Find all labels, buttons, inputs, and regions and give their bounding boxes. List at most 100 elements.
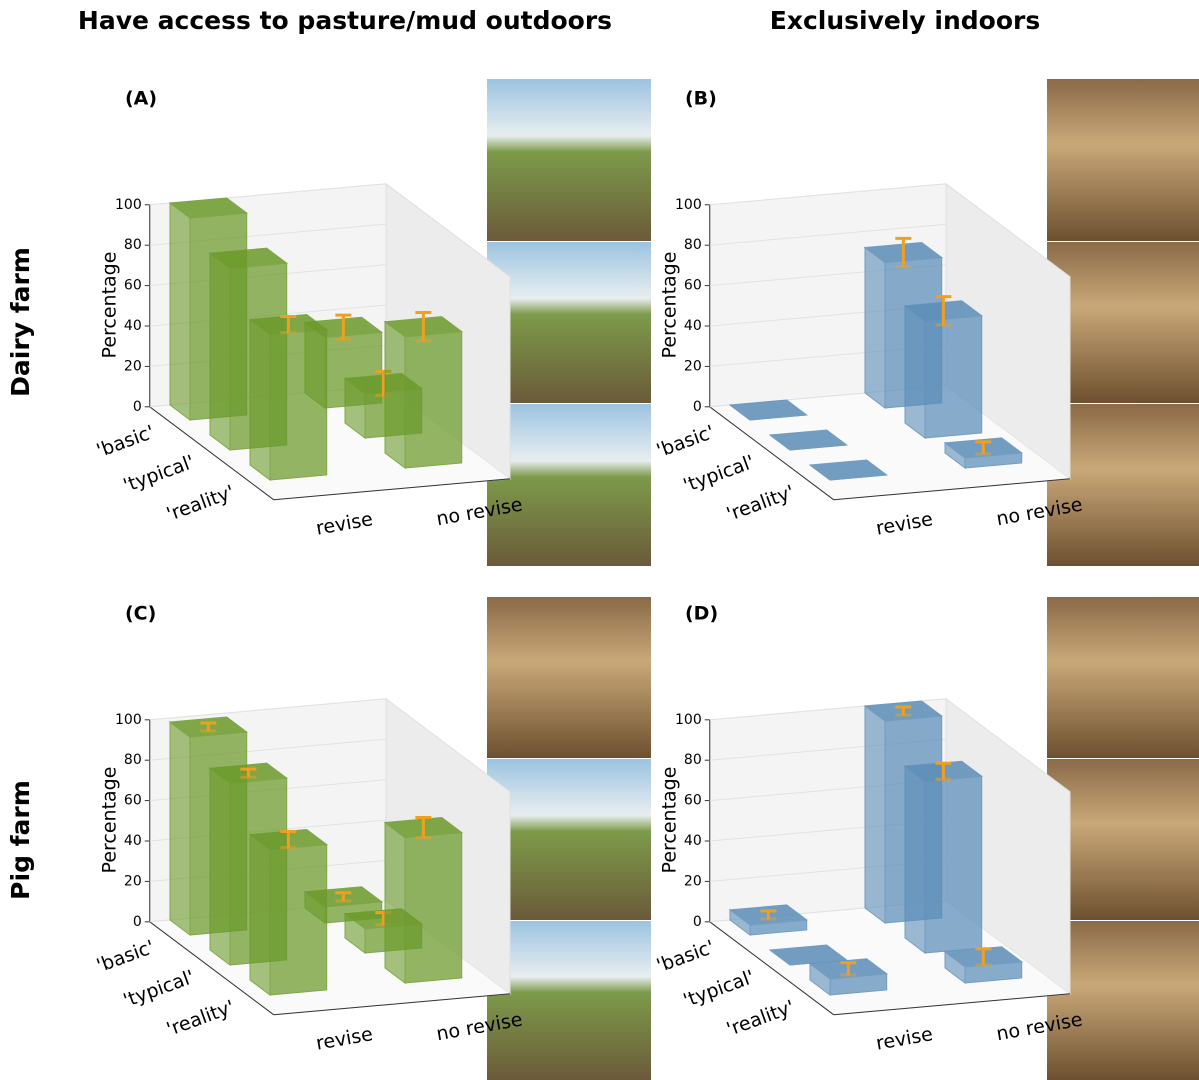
x-tick-label: revise: [874, 508, 934, 540]
photo: [487, 79, 651, 241]
depth-label: 'basic': [654, 421, 718, 462]
bar: [383, 316, 464, 469]
error-bar: [335, 891, 352, 903]
bar-side: [384, 821, 406, 984]
depth-label: 'reality': [164, 481, 238, 526]
grid-line: [709, 223, 947, 246]
z-tick-label: 60: [684, 793, 702, 809]
bar-side: [209, 252, 231, 451]
bar-side: [169, 721, 191, 936]
error-bar: [975, 440, 992, 456]
depth-label: 'typical': [680, 451, 757, 497]
photo: [1047, 242, 1199, 403]
bar-top: [768, 944, 849, 966]
panel-label: (B): [685, 88, 717, 110]
x-tick-label: revise: [314, 1023, 374, 1055]
depth-label: 'basic': [654, 936, 718, 977]
bar-front: [924, 775, 983, 954]
depth-label: 'reality': [164, 996, 238, 1041]
error-bar: [760, 909, 777, 921]
depth-label: 'typical': [120, 966, 197, 1012]
bar-side: [864, 246, 886, 409]
bar-side: [249, 833, 271, 996]
bar-side: [904, 765, 926, 954]
depth-axis: [149, 921, 275, 1016]
bar: [768, 429, 849, 451]
photo: [1047, 759, 1199, 920]
z-tick-label: 80: [124, 752, 142, 768]
photo: [487, 404, 651, 566]
row-label: Dairy farm: [6, 247, 35, 397]
x-axis: [273, 478, 511, 501]
error-bar: [200, 721, 217, 733]
z-tick-label: 20: [124, 358, 142, 374]
depth-label: 'reality': [724, 481, 798, 526]
panel-label: (C): [125, 603, 156, 625]
z-tick-label: 80: [684, 752, 702, 768]
bar: [248, 314, 329, 481]
bar-side: [384, 320, 406, 469]
error-bar: [335, 313, 352, 341]
z-tick-label: 0: [133, 914, 142, 930]
bar-side: [249, 318, 271, 481]
bar-side: [169, 202, 191, 421]
error-bar: [280, 829, 297, 850]
depth-label: 'typical': [680, 966, 757, 1012]
z-tick-label: 60: [124, 793, 142, 809]
x-axis: [273, 993, 511, 1016]
photo: [487, 597, 651, 758]
bar-top: [168, 197, 249, 219]
photo: [487, 921, 651, 1080]
photo: [1047, 79, 1199, 241]
photo: [1047, 404, 1199, 566]
bar: [728, 399, 809, 421]
x-tick-label: revise: [314, 508, 374, 540]
column-title: Exclusively indoors: [770, 6, 1040, 35]
depth-axis: [709, 921, 835, 1016]
bar: [808, 958, 889, 996]
depth-label: 'basic': [94, 936, 158, 977]
error-bar: [840, 961, 857, 977]
z-tick-label: 20: [684, 358, 702, 374]
bar: [903, 760, 984, 954]
photo: [1047, 921, 1199, 1080]
z-tick-label: 0: [693, 914, 702, 930]
bar-side: [904, 304, 926, 439]
z-tick-label: 20: [684, 873, 702, 889]
error-bar: [935, 295, 952, 327]
z-tick-label: 100: [675, 197, 702, 213]
z-axis-label: Percentage: [659, 767, 681, 874]
depth-label: 'basic': [94, 421, 158, 462]
error-bar: [280, 314, 297, 335]
z-tick-label: 100: [115, 197, 142, 213]
depth-axis: [709, 406, 835, 501]
photo: [487, 242, 651, 403]
bar-front: [404, 831, 463, 984]
photo: [487, 759, 651, 920]
photos: [487, 79, 1199, 1080]
z-tick-label: 20: [124, 873, 142, 889]
bar-top: [808, 459, 889, 481]
z-axis-label: Percentage: [659, 252, 681, 359]
error-bar: [975, 947, 992, 967]
z-tick-label: 40: [124, 318, 142, 334]
panel-label: (A): [125, 88, 157, 110]
z-tick-label: 60: [124, 278, 142, 294]
z-tick-label: 0: [133, 399, 142, 415]
error-bar: [240, 767, 257, 779]
x-axis: [833, 993, 1071, 1016]
z-tick-label: 40: [684, 318, 702, 334]
bar-front: [404, 331, 463, 469]
bar-top: [208, 247, 289, 269]
grid-line: [149, 698, 387, 721]
z-axis-label: Percentage: [99, 252, 121, 359]
panel-label: (D): [685, 603, 718, 625]
bar-front: [269, 843, 328, 996]
z-tick-label: 40: [684, 833, 702, 849]
bar-front: [924, 315, 983, 439]
depth-label: 'reality': [724, 996, 798, 1041]
bar: [768, 944, 849, 966]
photo: [1047, 597, 1199, 758]
z-tick-label: 40: [124, 833, 142, 849]
